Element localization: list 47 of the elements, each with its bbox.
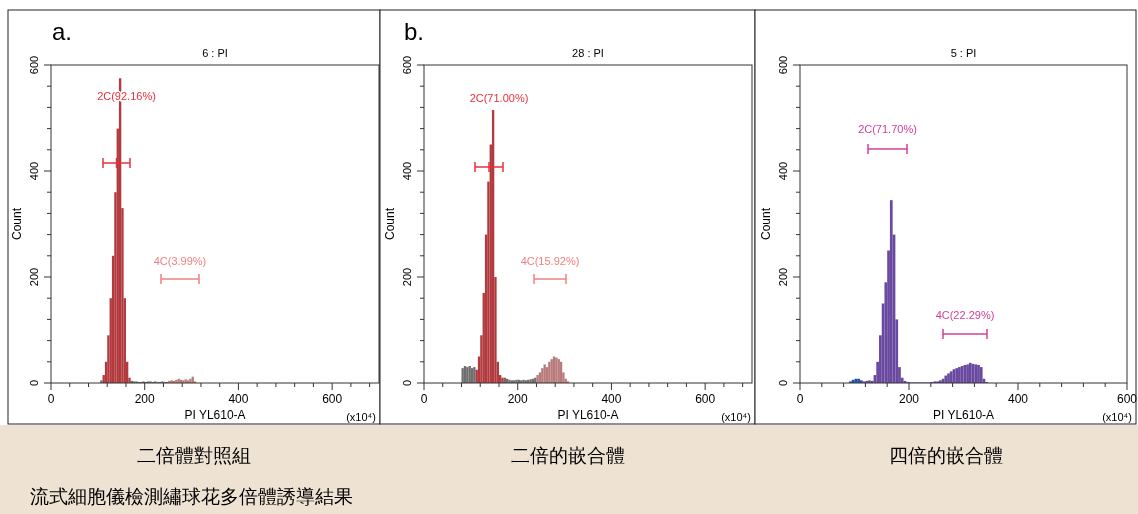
- x-tick-label: 200: [507, 392, 529, 406]
- y-tick-label: 600: [777, 55, 789, 75]
- y-tick-label: 400: [28, 161, 40, 181]
- x-tick-label: 200: [898, 392, 920, 406]
- text: 四倍的嵌合體: [888, 445, 1003, 466]
- y-tick-label: 400: [401, 161, 413, 181]
- y-tick-label: 600: [28, 55, 40, 75]
- text: (x10⁴): [1102, 411, 1132, 423]
- x-tick-label: 0: [796, 392, 804, 406]
- chart-title: 5 : PI: [950, 47, 977, 59]
- x-axis-title: PI YL610-A: [184, 408, 246, 422]
- y-tick-label: 0: [401, 379, 413, 387]
- annotation: 2C(71.00%): [469, 92, 529, 104]
- x-tick-label: 400: [601, 392, 622, 406]
- y-tick-label: 200: [777, 267, 789, 287]
- y-axis-title: Count: [759, 207, 773, 241]
- text: (x10⁴): [346, 411, 376, 423]
- y-tick-label: 200: [28, 267, 40, 287]
- x-tick-label: 600: [322, 392, 343, 406]
- y-tick-label: 400: [777, 161, 789, 181]
- x-tick-label: 400: [1007, 392, 1029, 406]
- y-axis-title: Count: [383, 207, 397, 241]
- text: 二倍的嵌合體: [510, 445, 625, 466]
- y-tick-label: 0: [28, 379, 40, 387]
- x-tick-label: 600: [1116, 392, 1138, 406]
- y-axis-title: Count: [10, 207, 24, 241]
- x-tick-label: 400: [228, 392, 249, 406]
- x-tick-label: 0: [47, 392, 55, 406]
- x-axis-title: PI YL610-A: [557, 408, 619, 422]
- chart-title: 6 : PI: [202, 47, 228, 59]
- annotation: 2C(71.70%): [858, 123, 917, 135]
- text: (x10⁴): [721, 411, 751, 423]
- annotation: 4C(22.29%): [935, 309, 995, 321]
- y-tick-label: 0: [777, 379, 789, 387]
- text: 流式細胞儀檢測繡球花多倍體誘導結果: [30, 486, 353, 507]
- text: a.: [52, 18, 73, 45]
- y-tick-label: 200: [401, 267, 413, 287]
- x-tick-label: 600: [695, 392, 716, 406]
- x-axis-title: PI YL610-A: [932, 408, 995, 422]
- text: 二倍體對照組: [137, 445, 251, 466]
- y-tick-label: 600: [401, 55, 413, 75]
- annotation: 4C(3.99%): [153, 255, 207, 267]
- chart-title: 28 : PI: [572, 47, 604, 59]
- text: b.: [404, 18, 425, 45]
- x-tick-label: 0: [420, 392, 428, 406]
- x-tick-label: 200: [134, 392, 156, 406]
- annotation: 4C(15.92%): [520, 255, 580, 267]
